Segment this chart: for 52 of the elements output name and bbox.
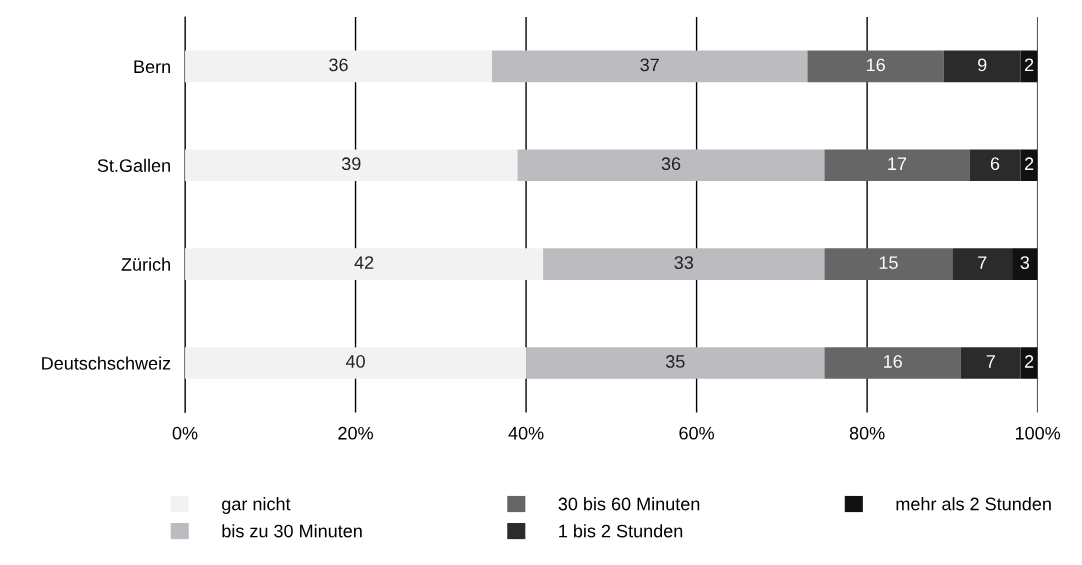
data-label: 39 <box>341 157 361 171</box>
bar <box>185 347 527 379</box>
legend-label: 30 bis 60 Minuten <box>558 497 700 511</box>
legend-label: gar nicht <box>222 497 291 514</box>
bar <box>960 347 1021 379</box>
y-tick-label: St.Gallen <box>97 158 170 172</box>
data-label: 42 <box>354 256 374 269</box>
data-label: 3 <box>1020 256 1030 269</box>
data-label: 7 <box>978 256 987 269</box>
data-label: 40 <box>345 355 365 368</box>
bar <box>824 248 953 280</box>
bar <box>185 50 492 83</box>
legend-label: mehr als 2 Stunden <box>896 497 1051 511</box>
bar <box>943 50 1021 83</box>
data-label: 16 <box>884 355 902 368</box>
data-label: 36 <box>329 58 348 72</box>
y-tick-label: Bern <box>134 60 170 74</box>
x-tick-label: 80% <box>849 426 885 440</box>
data-label: 2 <box>1025 58 1034 72</box>
bar <box>952 248 1013 280</box>
bar <box>517 149 825 182</box>
bar <box>824 149 970 182</box>
legend-label: 1 bis 2 Stunden <box>559 524 683 538</box>
y-tick-label: Deutschschweiz <box>42 356 171 370</box>
data-label: 2 <box>1025 157 1034 170</box>
data-label: 36 <box>661 157 681 171</box>
x-tick-label: 20% <box>338 426 373 440</box>
x-tick-label: 0% <box>172 426 198 440</box>
x-tick-label: 60% <box>679 426 715 440</box>
data-label: 35 <box>665 355 685 368</box>
bar <box>807 50 944 83</box>
bar <box>185 149 518 182</box>
bar <box>543 248 825 280</box>
bar <box>824 347 961 379</box>
data-label: 9 <box>978 58 987 72</box>
x-tick-label: 40% <box>508 426 544 440</box>
data-label: 6 <box>990 157 1000 171</box>
data-label: 15 <box>879 256 898 269</box>
data-label: 16 <box>866 58 885 72</box>
data-label: 33 <box>674 256 694 269</box>
data-label: 17 <box>888 157 907 170</box>
bar <box>526 347 825 379</box>
bar <box>491 50 808 83</box>
data-label: 37 <box>640 58 659 72</box>
data-label: 2 <box>1025 355 1034 368</box>
x-tick-label: 100% <box>1015 426 1061 440</box>
bar <box>1012 248 1038 280</box>
data-label: 7 <box>986 355 995 368</box>
y-tick-label: Zürich <box>121 257 170 271</box>
legend-label: bis zu 30 Minuten <box>222 524 362 538</box>
bar <box>969 149 1021 182</box>
bar <box>185 248 544 280</box>
